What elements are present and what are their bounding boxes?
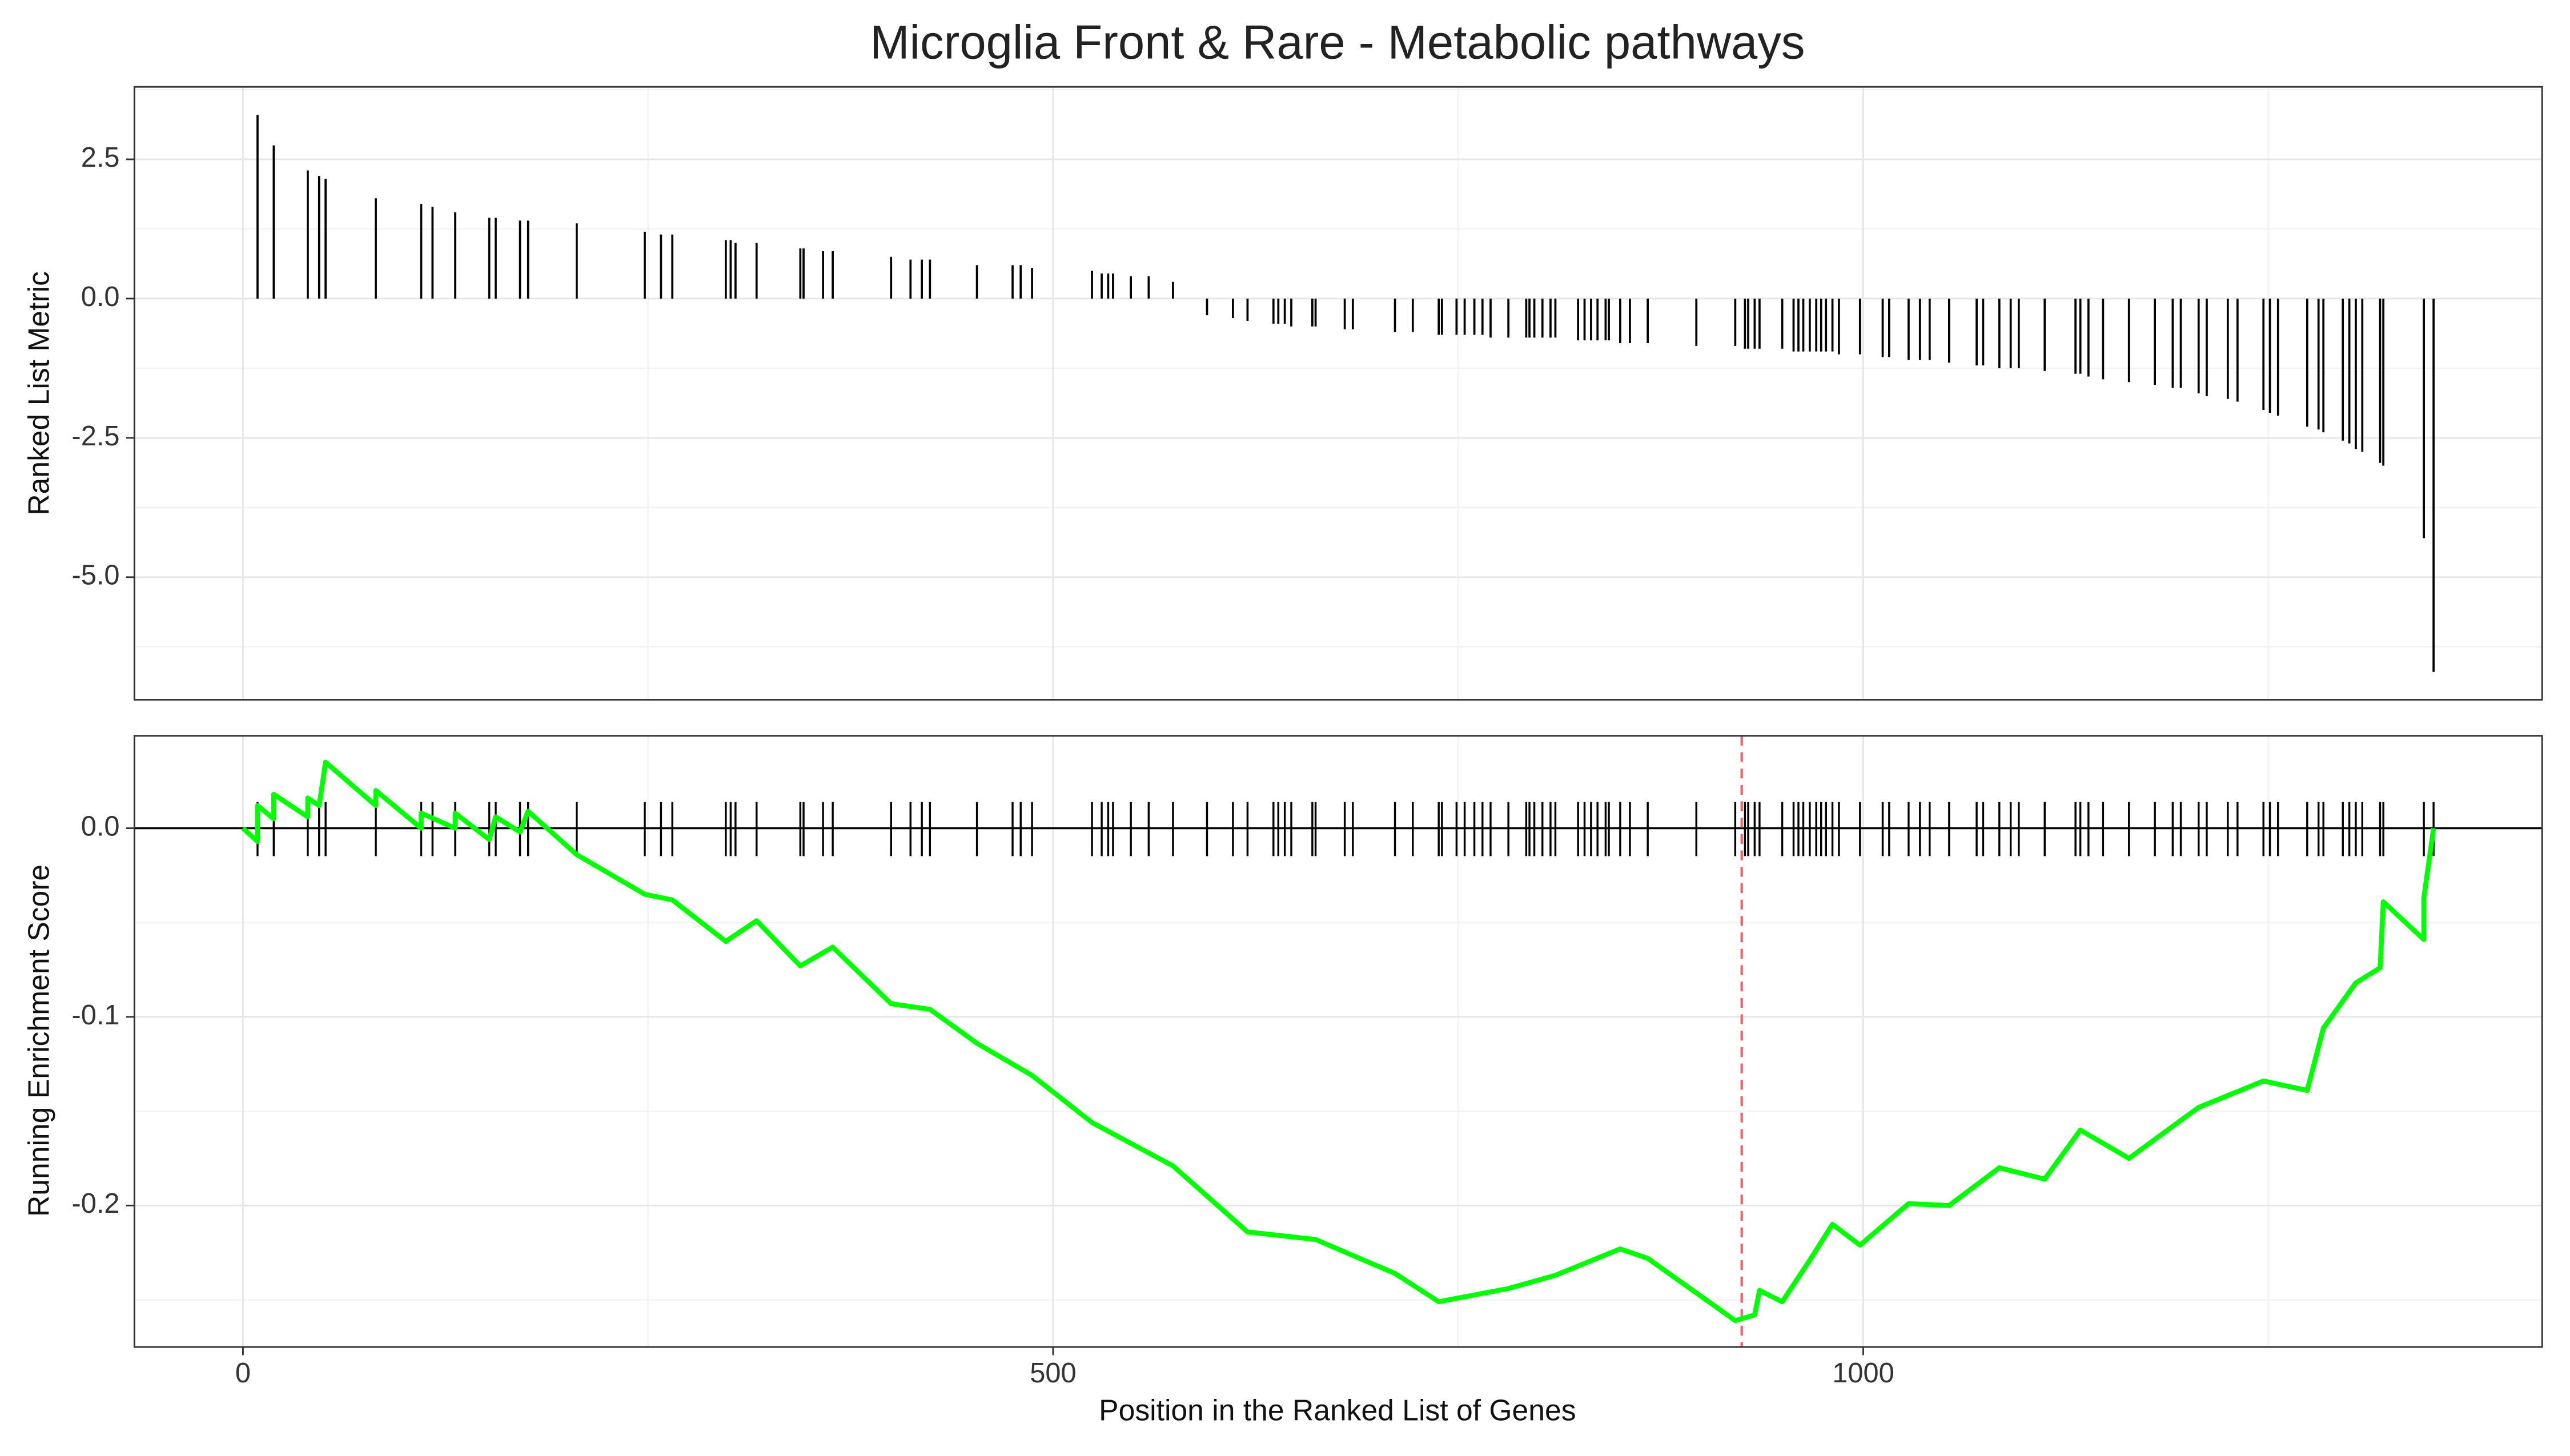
y-tick-label: 0.0 [81,811,120,842]
y-axis-label: Running Enrichment Score [22,864,55,1217]
x-axis-label: Position in the Ranked List of Genes [1099,1394,1576,1427]
y-tick-label: 0.0 [81,281,120,312]
chart-title: Microglia Front & Rare - Metabolic pathw… [870,15,1805,69]
y-axis-label: Ranked List Metric [22,271,55,516]
y-tick-label: -2.5 [71,421,119,452]
y-tick-label: 2.5 [81,142,120,173]
panel-border [133,86,2543,701]
running-score-line [241,759,2436,1324]
x-tick-label: 0 [235,1358,251,1389]
x-tick-label: 1000 [1832,1358,1894,1389]
y-tick-label: -0.2 [71,1188,119,1219]
panel-border [133,735,2543,1348]
y-tick-label: -5.0 [71,560,119,591]
y-tick-label: -0.1 [71,1000,119,1031]
x-tick-label: 500 [1030,1358,1076,1389]
